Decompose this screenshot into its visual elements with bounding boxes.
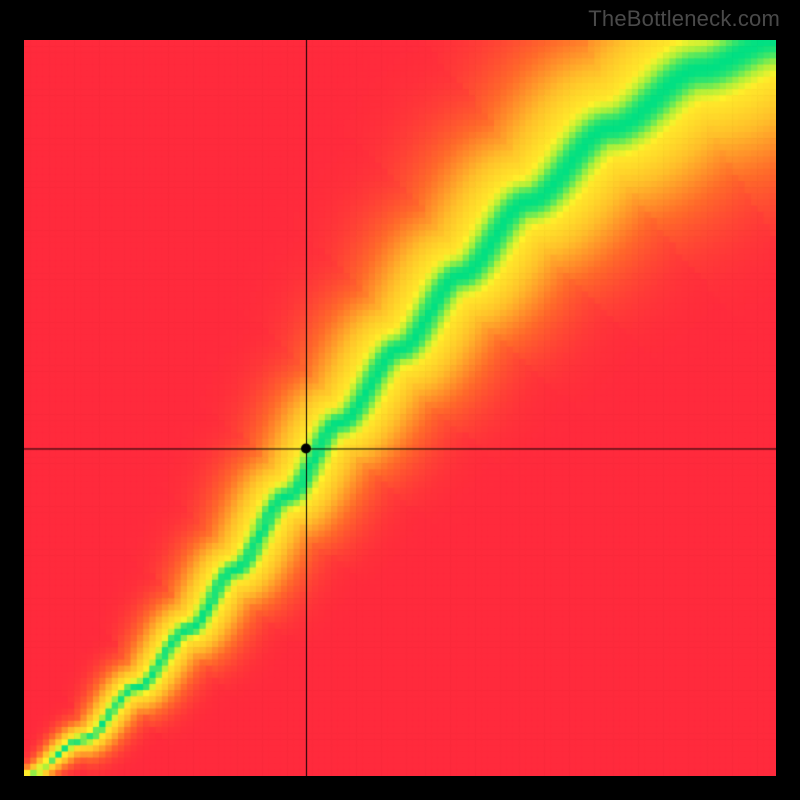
watermark-text: TheBottleneck.com (588, 6, 780, 32)
chart-container: TheBottleneck.com (0, 0, 800, 800)
plot-frame (24, 40, 776, 776)
heatmap-canvas (24, 40, 776, 776)
